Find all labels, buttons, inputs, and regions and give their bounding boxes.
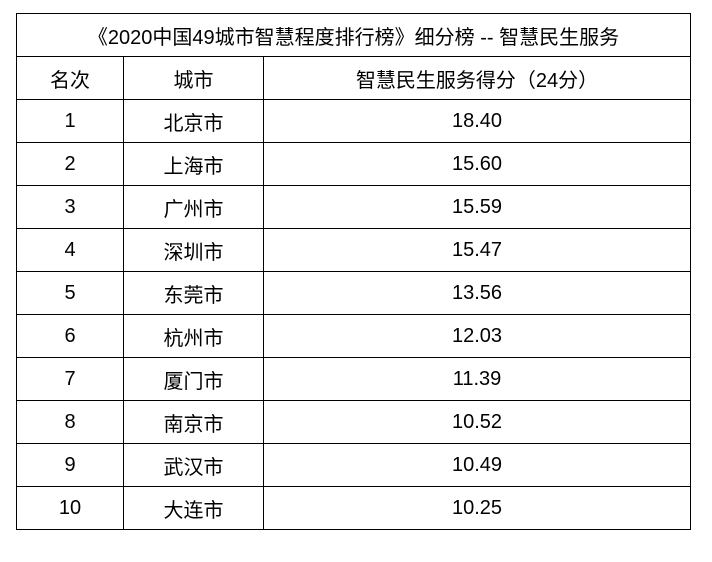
city-cell: 东莞市 — [123, 271, 264, 315]
header-row: 名次 城市 智慧民生服务得分（24分） — [16, 56, 691, 100]
score-cell: 15.59 — [263, 185, 691, 229]
city-cell: 上海市 — [123, 142, 264, 186]
ranking-table: 《2020中国49城市智慧程度排行榜》细分榜 -- 智慧民生服务 名次 城市 智… — [16, 13, 691, 530]
score-cell: 12.03 — [263, 314, 691, 358]
rank-cell: 9 — [16, 443, 124, 487]
table-row: 1 北京市 18.40 — [16, 99, 691, 143]
table-row: 2 上海市 15.60 — [16, 142, 691, 186]
score-cell: 13.56 — [263, 271, 691, 315]
score-cell: 15.60 — [263, 142, 691, 186]
rank-cell: 7 — [16, 357, 124, 401]
city-cell: 南京市 — [123, 400, 264, 444]
table-row: 3 广州市 15.59 — [16, 185, 691, 229]
header-city: 城市 — [123, 56, 264, 100]
rank-cell: 4 — [16, 228, 124, 272]
city-cell: 大连市 — [123, 486, 264, 530]
city-cell: 杭州市 — [123, 314, 264, 358]
table-title: 《2020中国49城市智慧程度排行榜》细分榜 -- 智慧民生服务 — [16, 13, 691, 57]
rank-cell: 3 — [16, 185, 124, 229]
score-cell: 10.25 — [263, 486, 691, 530]
city-cell: 北京市 — [123, 99, 264, 143]
score-cell: 10.52 — [263, 400, 691, 444]
score-cell: 10.49 — [263, 443, 691, 487]
rank-cell: 5 — [16, 271, 124, 315]
header-rank: 名次 — [16, 56, 124, 100]
table-row: 10 大连市 10.25 — [16, 486, 691, 530]
city-cell: 深圳市 — [123, 228, 264, 272]
city-cell: 广州市 — [123, 185, 264, 229]
score-cell: 18.40 — [263, 99, 691, 143]
rank-cell: 6 — [16, 314, 124, 358]
title-row: 《2020中国49城市智慧程度排行榜》细分榜 -- 智慧民生服务 — [16, 13, 691, 57]
city-cell: 武汉市 — [123, 443, 264, 487]
city-cell: 厦门市 — [123, 357, 264, 401]
rank-cell: 8 — [16, 400, 124, 444]
table-row: 4 深圳市 15.47 — [16, 228, 691, 272]
table-row: 7 厦门市 11.39 — [16, 357, 691, 401]
rank-cell: 2 — [16, 142, 124, 186]
table-row: 8 南京市 10.52 — [16, 400, 691, 444]
header-score: 智慧民生服务得分（24分） — [263, 56, 691, 100]
table-row: 6 杭州市 12.03 — [16, 314, 691, 358]
rank-cell: 1 — [16, 99, 124, 143]
score-cell: 11.39 — [263, 357, 691, 401]
table-row: 9 武汉市 10.49 — [16, 443, 691, 487]
table-row: 5 东莞市 13.56 — [16, 271, 691, 315]
rank-cell: 10 — [16, 486, 124, 530]
score-cell: 15.47 — [263, 228, 691, 272]
